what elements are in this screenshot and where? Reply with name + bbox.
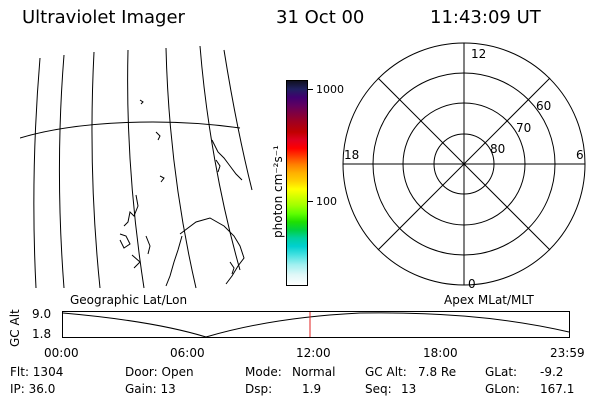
longitude-line <box>223 49 253 191</box>
coastline <box>215 159 221 173</box>
glon-label: GLon: <box>485 382 520 396</box>
longitude-line <box>127 49 145 289</box>
lat-label-80: 80 <box>490 142 505 156</box>
coastline <box>211 139 243 181</box>
time-tick-label: 06:00 <box>170 346 205 360</box>
time-tick-label: 12:00 <box>296 346 331 360</box>
longitude-line <box>165 47 197 289</box>
coastline <box>179 217 245 285</box>
coastline <box>139 99 144 105</box>
coastline <box>155 131 161 141</box>
colorbar-tick <box>307 201 313 202</box>
colorbar-unit-label: photon cm⁻²s⁻¹ <box>271 145 285 238</box>
seq-value: 13 <box>401 382 417 396</box>
coastline <box>131 254 141 269</box>
coastline <box>229 261 235 275</box>
mlt-label-left: 18 <box>344 148 359 162</box>
door-info: Door: Open <box>125 365 194 379</box>
longitude-line <box>199 45 241 271</box>
time-label: 11:43:09 UT <box>430 7 541 28</box>
glat-label: GLat: <box>485 365 518 379</box>
date-label: 31 Oct 00 <box>276 7 365 28</box>
coastline <box>119 233 131 249</box>
altitude-axis-label: GC Alt <box>8 309 22 347</box>
coastline <box>159 175 165 183</box>
seq-label: Seq: <box>365 382 392 396</box>
altitude-tick-label: 1.8 <box>32 327 52 341</box>
mlt-label-bottom: 0 <box>468 277 476 290</box>
timeline-frame <box>62 311 570 338</box>
glon-value: 167.1 <box>540 382 575 396</box>
lat-label-70: 70 <box>516 121 531 135</box>
polar-plot: 12 18 6 0 60 70 80 <box>342 42 586 290</box>
mlt-label-top: 12 <box>471 47 486 61</box>
altitude-timeline <box>62 311 570 338</box>
altitude-tick-label: 9.0 <box>32 307 52 321</box>
longitude-line <box>91 51 101 289</box>
colorbar-tick-label: 100 <box>316 195 337 208</box>
colorbar <box>286 80 308 286</box>
polar-diagonal <box>377 77 551 251</box>
lat-label-60: 60 <box>536 99 551 113</box>
flight-info: Flt: 1304 <box>10 365 64 379</box>
coastline <box>145 235 151 255</box>
longitude-line <box>59 54 65 289</box>
time-tick-label: 18:00 <box>423 346 458 360</box>
mlt-label-right: 6 <box>576 148 584 162</box>
colorbar-tick <box>307 89 313 90</box>
longitude-line <box>33 57 41 289</box>
time-tick-label: 23:59 <box>550 346 585 360</box>
altitude-curve <box>62 312 570 338</box>
geographic-panel-title: Geographic Lat/Lon <box>70 293 188 307</box>
latitude-line <box>20 121 241 139</box>
coastline <box>165 235 183 287</box>
gain-info: Gain: 13 <box>125 382 176 396</box>
dsp-label: Dsp: <box>245 382 273 396</box>
gc-alt-value: 7.8 Re <box>418 365 457 379</box>
mode-label: Mode: <box>245 365 282 379</box>
geographic-map <box>20 45 253 289</box>
app-title: Ultraviolet Imager <box>22 7 185 28</box>
mode-value: Normal <box>292 365 336 379</box>
colorbar-tick-label: 1000 <box>316 83 344 96</box>
time-tick-label: 00:00 <box>44 346 79 360</box>
glat-value: -9.2 <box>540 365 564 379</box>
gc-alt-label: GC Alt: <box>365 365 407 379</box>
ip-info: IP: 36.0 <box>10 382 56 396</box>
coastline <box>123 194 139 227</box>
apex-panel-title: Apex MLat/MLT <box>444 293 534 307</box>
dsp-value: 1.9 <box>302 382 322 396</box>
